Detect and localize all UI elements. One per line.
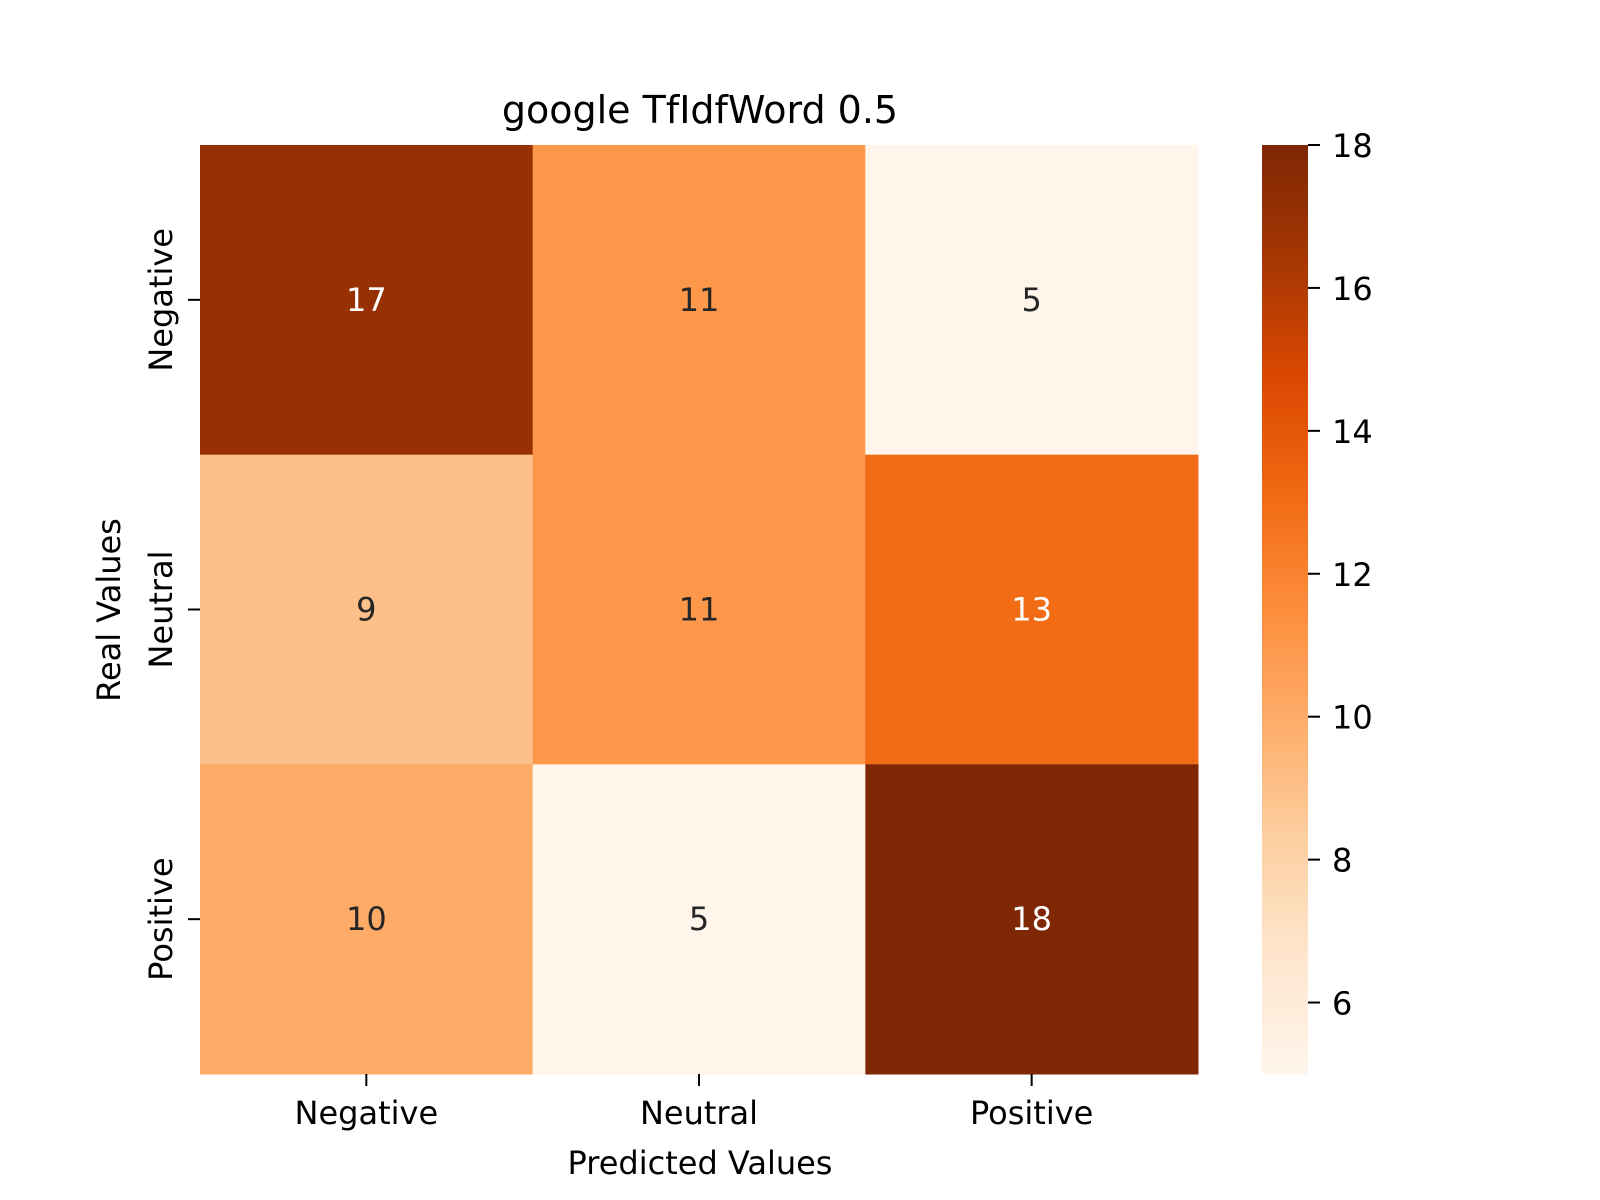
y-tick-label: Positive: [142, 857, 180, 980]
x-tick-label: Neutral: [640, 1094, 758, 1132]
cell-value-label: 13: [1011, 591, 1052, 629]
heatmap-cell: [532, 145, 866, 456]
colorbar-ticks: 6 8 10 12 14 16 18: [1308, 127, 1373, 1023]
heatmap-cells: [200, 145, 1199, 1075]
heatmap-cell: [865, 764, 1199, 1075]
heatmap-cell: [532, 454, 866, 765]
cell-value-label: 10: [346, 900, 387, 938]
colorbar-tick-label: 16: [1332, 270, 1373, 308]
heatmap-cell: [865, 145, 1199, 456]
cell-value-label: 17: [346, 281, 387, 319]
cell-value-label: 11: [679, 591, 720, 629]
x-tick-label: Negative: [295, 1094, 439, 1132]
cell-value-label: 5: [689, 900, 709, 938]
heatmap-annotations: 17 11 5 9 11 13 10 5 18: [346, 281, 1052, 938]
y-tick-label: Negative: [142, 228, 180, 372]
colorbar-tick-label: 14: [1332, 413, 1373, 451]
cell-value-label: 11: [679, 281, 720, 319]
heatmap-cell: [532, 764, 866, 1075]
y-axis-label: Real Values: [90, 518, 128, 702]
colorbar-tick-label: 6: [1332, 985, 1352, 1023]
colorbar: [1262, 145, 1308, 1074]
chart-title: google TfIdfWord 0.5: [502, 88, 898, 132]
cell-value-label: 18: [1011, 900, 1052, 938]
colorbar-tick-label: 12: [1332, 556, 1373, 594]
colorbar-tick-label: 10: [1332, 699, 1373, 737]
colorbar-tick-label: 18: [1332, 127, 1373, 165]
cell-value-label: 9: [356, 591, 376, 629]
y-axis: Negative Neutral Positive: [142, 228, 200, 981]
heatmap-cell: [200, 454, 534, 765]
x-axis: Negative Neutral Positive: [295, 1074, 1093, 1132]
x-axis-label: Predicted Values: [568, 1144, 833, 1182]
x-tick-label: Positive: [970, 1094, 1093, 1132]
y-tick-label: Neutral: [142, 550, 180, 668]
heatmap-cell: [865, 454, 1199, 765]
heatmap-cell: [200, 764, 534, 1075]
heatmap-cell: [200, 145, 534, 456]
colorbar-tick-label: 8: [1332, 842, 1352, 880]
cell-value-label: 5: [1021, 281, 1041, 319]
